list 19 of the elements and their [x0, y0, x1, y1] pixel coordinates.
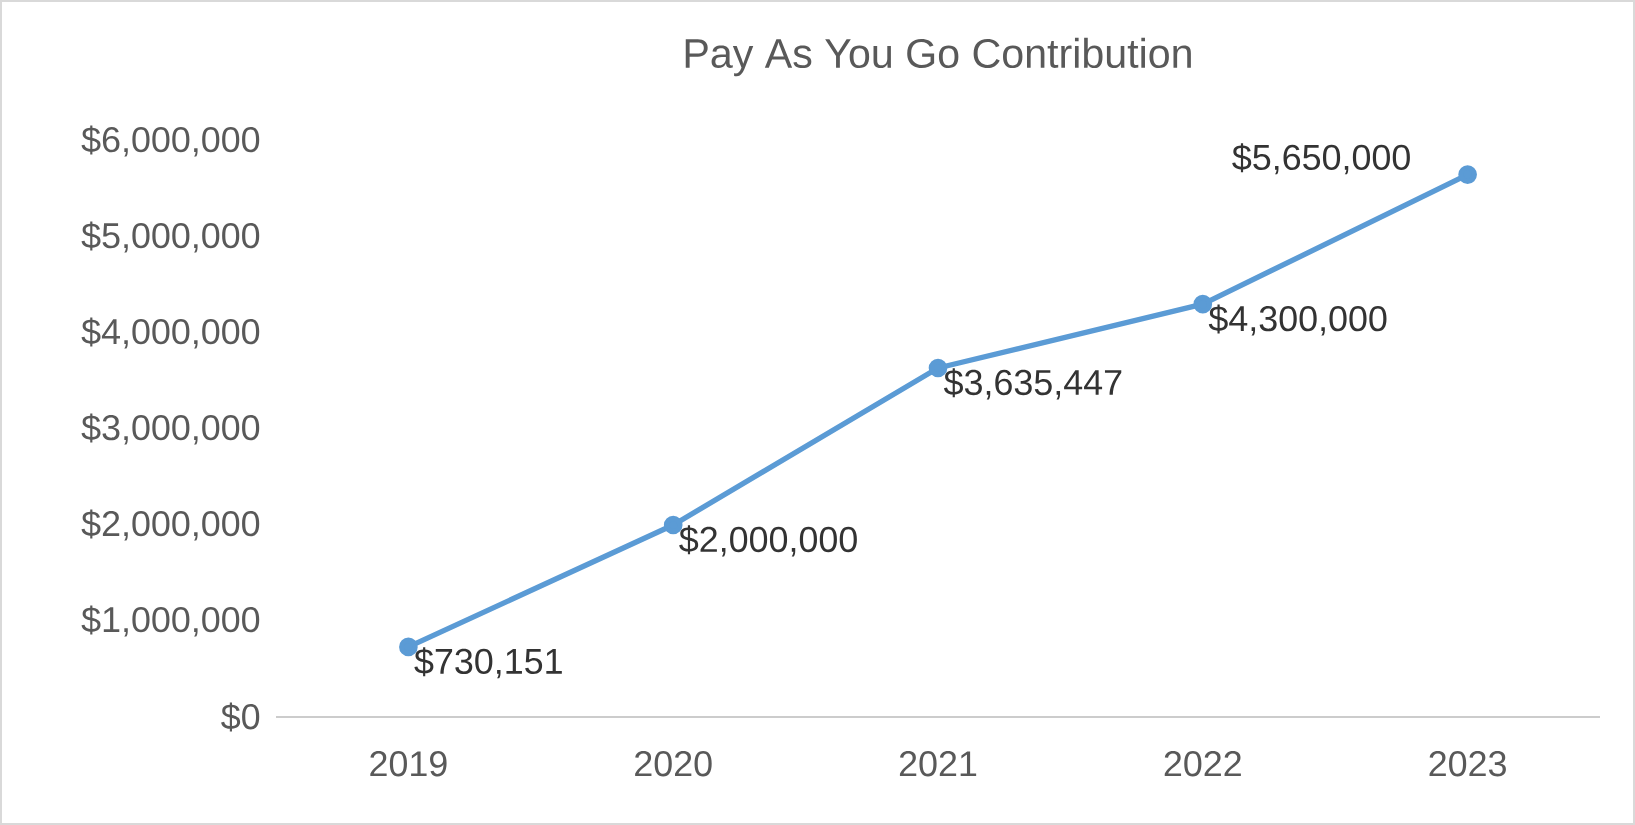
data-label: $730,151 [414, 647, 562, 679]
data-label: $4,300,000 [1208, 304, 1387, 336]
y-tick-label: $1,000,000 [81, 605, 260, 637]
point [1458, 165, 1477, 184]
y-tick-label: $3,000,000 [81, 413, 260, 445]
x-tick-label: 2023 [1429, 751, 1506, 777]
y-tick-label: $5,000,000 [81, 221, 260, 253]
y-tick-label: $6,000,000 [81, 125, 260, 157]
y-tick-label: $2,000,000 [81, 509, 260, 541]
x-tick-label: 2022 [1164, 751, 1241, 777]
x-tick-label: 2019 [370, 751, 447, 777]
data-label: $5,650,000 [1232, 143, 1410, 175]
y-tick-label: $0 [221, 702, 260, 732]
y-tick-label: $4,000,000 [81, 317, 260, 349]
chart-title: Pay As You Go Contribution [685, 37, 1191, 77]
x-tick-label: 2020 [635, 751, 712, 777]
x-tick-label: 2021 [899, 751, 977, 777]
data-label: $2,000,000 [679, 525, 857, 557]
data-label: $3,635,447 [943, 368, 1122, 400]
